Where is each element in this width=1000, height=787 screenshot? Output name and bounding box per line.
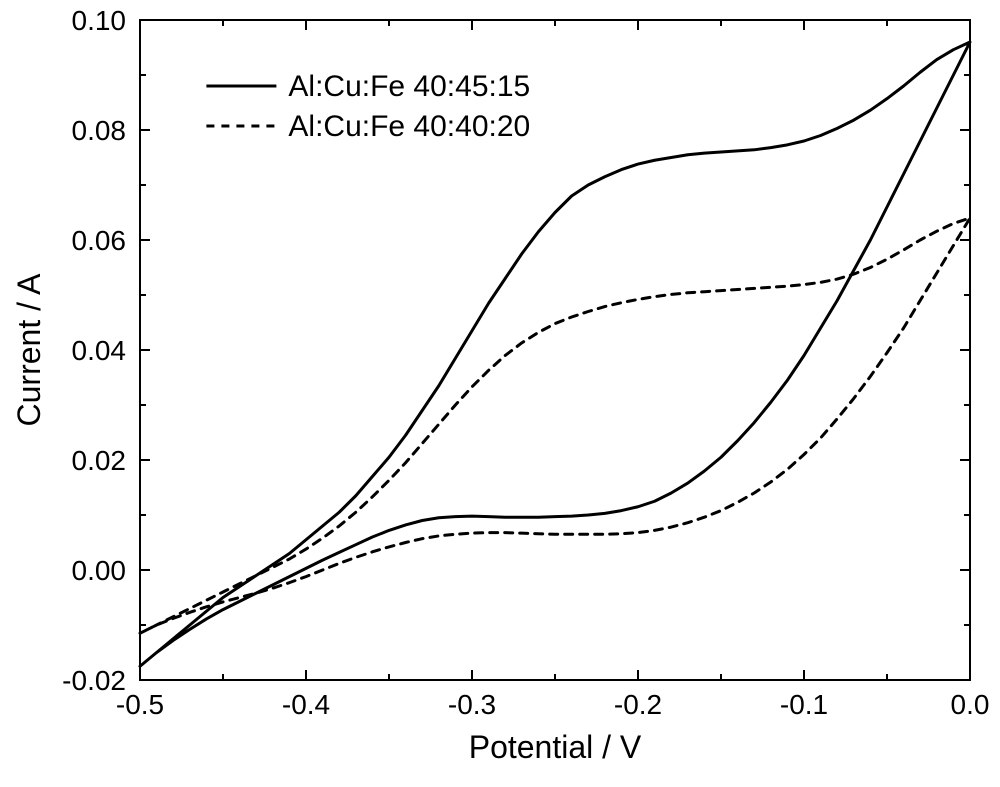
legend-label-0: Al:Cu:Fe 40:45:15: [288, 70, 530, 103]
y-tick-label: 0.08: [72, 115, 127, 146]
x-tick-label: -0.4: [282, 689, 330, 720]
chart-svg: -0.5-0.4-0.3-0.2-0.10.0-0.020.000.020.04…: [0, 0, 1000, 787]
x-tick-label: -0.2: [614, 689, 662, 720]
y-tick-label: 0.10: [72, 5, 127, 36]
y-tick-label: -0.02: [62, 665, 126, 696]
y-axis-label: Current / A: [11, 273, 47, 427]
x-tick-label: -0.3: [448, 689, 496, 720]
x-tick-label: 0.0: [951, 689, 990, 720]
y-tick-label: 0.00: [72, 555, 127, 586]
y-tick-label: 0.04: [72, 335, 127, 366]
x-axis-label: Potential / V: [469, 729, 642, 765]
cv-chart: -0.5-0.4-0.3-0.2-0.10.0-0.020.000.020.04…: [0, 0, 1000, 787]
y-tick-label: 0.02: [72, 445, 127, 476]
y-tick-label: 0.06: [72, 225, 127, 256]
legend-label-1: Al:Cu:Fe 40:40:20: [288, 110, 530, 143]
series-line-1: [140, 218, 970, 633]
plot-box: [140, 20, 970, 680]
x-tick-label: -0.1: [780, 689, 828, 720]
